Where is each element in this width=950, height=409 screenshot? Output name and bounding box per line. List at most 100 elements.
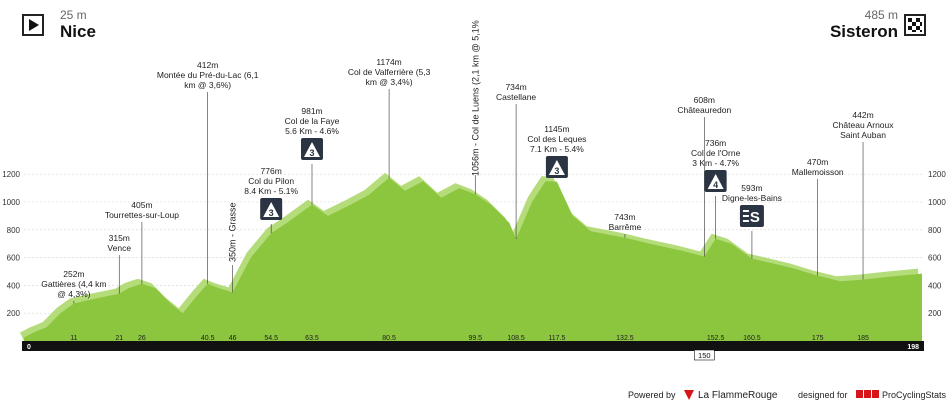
y-tick-label: 600 bbox=[7, 254, 21, 263]
waypoint-label: 776m bbox=[261, 166, 282, 176]
y-tick-label: 1000 bbox=[928, 198, 946, 207]
waypoint-label: Col de la Faye bbox=[285, 116, 340, 126]
waypoint-label: 1145m bbox=[544, 124, 569, 134]
x-tick-label: 185 bbox=[857, 335, 869, 342]
finish-flag-icon bbox=[904, 14, 926, 36]
x-tick-label: 46 bbox=[229, 335, 237, 342]
y-tick-label: 1200 bbox=[2, 170, 20, 179]
x-tick-label: 11 bbox=[70, 335, 77, 342]
waypoint-label: Gattières (4,4 km bbox=[41, 279, 106, 289]
sprint-icon-letter: S bbox=[750, 209, 760, 226]
start-flag-icon bbox=[22, 14, 44, 36]
x-tick-label: 152.5 bbox=[707, 335, 725, 342]
x-tick-label: 63.5 bbox=[305, 335, 319, 342]
finish-altitude: 485 m bbox=[864, 8, 898, 22]
x-tick-box bbox=[694, 349, 715, 361]
x-axis: 0 11 21 26 40.5 46 54.5 63.5 80.5 99.5 108.5 117.5 1… bbox=[27, 335, 919, 361]
waypoint-label: Châteauredon bbox=[677, 105, 731, 115]
waypoint-label: Tourrettes-sur-Loup bbox=[105, 210, 179, 220]
x-tick-label: 160.5 bbox=[743, 335, 761, 342]
waypoint-label: 252m bbox=[63, 269, 84, 279]
designed-for-brand: ProCyclingStats bbox=[882, 390, 947, 400]
waypoint-label: Mallemoisson bbox=[792, 167, 844, 177]
x-tick-label: 26 bbox=[138, 335, 146, 342]
y-tick-label: 800 bbox=[7, 226, 21, 235]
waypoint-label: 405m bbox=[131, 200, 152, 210]
y-tick-label: 200 bbox=[7, 309, 21, 318]
x-tick-label: 132.5 bbox=[616, 335, 634, 342]
waypoint-label: 981m bbox=[301, 106, 322, 116]
start-city: Nice bbox=[60, 22, 96, 41]
x-tick-label: 0 bbox=[27, 344, 31, 351]
pcs-logo-icon bbox=[856, 389, 880, 401]
x-tick-label: 108.5 bbox=[507, 335, 525, 342]
waypoint-label: Barrême bbox=[609, 222, 642, 232]
waypoint-label: Vence bbox=[107, 243, 131, 253]
waypoint-label: Col des Leques bbox=[527, 134, 586, 144]
climb-category-label: 3 bbox=[269, 208, 274, 218]
waypoint-label: km @ 3,6%) bbox=[184, 80, 231, 90]
waypoint-label: 412m bbox=[197, 60, 218, 70]
waypoint-label: Montée du Pré-du-Lac (6,1 bbox=[157, 70, 259, 80]
waypoint-label: Digne-les-Bains bbox=[722, 193, 782, 203]
waypoint-label: 5.6 Km - 4.6% bbox=[285, 126, 339, 136]
y-tick-label: 1000 bbox=[2, 198, 20, 207]
waypoint-label: 315m bbox=[109, 233, 130, 243]
waypoint-label: 3 Km - 4.7% bbox=[692, 158, 739, 168]
x-tick-label: 54.5 bbox=[264, 335, 278, 342]
climb-category-label: 4 bbox=[713, 180, 718, 190]
mountain-icon bbox=[548, 160, 565, 175]
waypoint-label: 8.4 Km - 5.1% bbox=[244, 186, 298, 196]
climb-category-label: 3 bbox=[309, 148, 314, 158]
waypoint-label: Saint Auban bbox=[840, 130, 886, 140]
waypoint-label: Col de Valferrière (5,3 bbox=[348, 67, 431, 77]
x-tick-label: 150 bbox=[698, 351, 711, 360]
x-tick-label: 117.5 bbox=[548, 335, 565, 342]
y-tick-label: 1200 bbox=[928, 170, 946, 179]
powered-by-label: Powered by bbox=[628, 390, 676, 400]
waypoint-label: 7.1 Km - 5.4% bbox=[530, 144, 584, 154]
profile-area bbox=[24, 177, 922, 341]
x-axis-bar bbox=[22, 341, 924, 351]
y-tick-label: 600 bbox=[928, 254, 942, 263]
designed-for-label: designed for bbox=[798, 390, 848, 400]
waypoint-label: 1056m - Col de Luens (2,1 km @ 5,1% bbox=[470, 20, 480, 176]
mountain-icon bbox=[707, 174, 724, 189]
finish-header: 485 m Sisteron bbox=[830, 8, 898, 42]
waypoint-label: Château Arnoux bbox=[833, 120, 895, 130]
waypoint-label: 736m bbox=[705, 138, 726, 148]
waypoint-label: 442m bbox=[852, 110, 873, 120]
x-tick-label: 21 bbox=[115, 335, 123, 342]
waypoint-label: 608m bbox=[694, 95, 715, 105]
waypoint-label: Col de l'Orne bbox=[691, 148, 741, 158]
waypoint-label: 743m bbox=[614, 212, 635, 222]
waypoint-label: @ 4,3%) bbox=[57, 289, 90, 299]
x-tick-label: 40.5 bbox=[201, 335, 215, 342]
powered-by-brand: La FlammeRouge bbox=[698, 390, 778, 401]
waypoint-label: 734m bbox=[505, 82, 526, 92]
x-tick-label: 80.5 bbox=[382, 335, 396, 342]
x-tick-label: 198 bbox=[907, 344, 919, 351]
waypoint-label: km @ 3,4%) bbox=[366, 77, 413, 87]
y-tick-label: 400 bbox=[928, 281, 942, 290]
start-altitude: 25 m bbox=[60, 8, 87, 22]
x-tick-label: 99.5 bbox=[468, 335, 482, 342]
x-tick-label: 175 bbox=[812, 335, 824, 342]
mountain-icon bbox=[263, 202, 280, 217]
mountain-icon bbox=[303, 142, 320, 157]
waypoint-label: 1174m bbox=[376, 57, 401, 67]
start-header: 25 m Nice bbox=[60, 8, 96, 42]
y-tick-label: 200 bbox=[928, 309, 942, 318]
waypoint-label: 350m - Grasse bbox=[228, 202, 238, 262]
flamme-rouge-logo-icon bbox=[683, 389, 695, 403]
y-tick-label: 800 bbox=[928, 226, 942, 235]
waypoint-label: 470m bbox=[807, 157, 828, 167]
finish-city: Sisteron bbox=[829, 22, 898, 41]
y-axis-left: 200 400 600 800 1000 1200 bbox=[2, 170, 20, 318]
waypoint-label: 593m bbox=[741, 183, 762, 193]
y-axis-right: 200 400 600 800 1000 1200 bbox=[928, 170, 946, 318]
waypoint-label: Castellane bbox=[496, 92, 536, 102]
y-tick-label: 400 bbox=[7, 281, 21, 290]
